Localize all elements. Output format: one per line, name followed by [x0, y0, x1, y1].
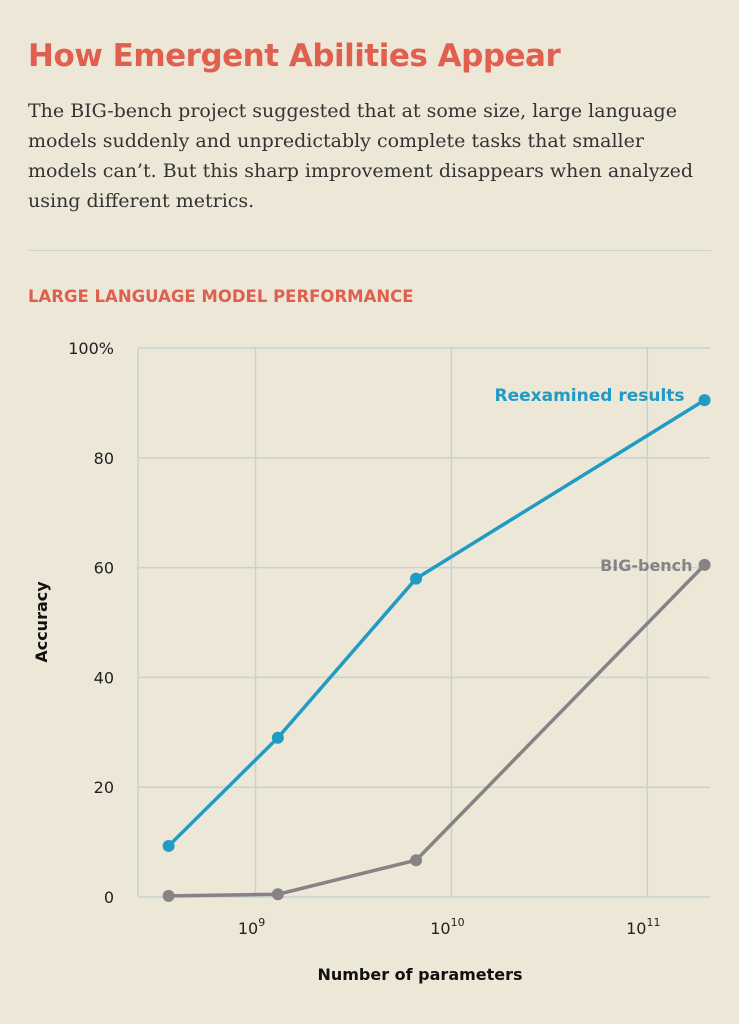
y-tick-label: 20 [94, 778, 114, 797]
axes: 0 20 40 60 80 100% 109 1010 1011 [68, 339, 660, 938]
data-point [271, 888, 284, 901]
x-axis-label: Number of parameters [317, 965, 522, 984]
chart-title: LARGE LANGUAGE MODEL PERFORMANCE [28, 287, 414, 306]
data-point [271, 731, 284, 744]
page-title: How Emergent Abilities Appear [28, 38, 561, 74]
series-label: BIG-bench [600, 556, 693, 575]
series: Reexamined results BIG-bench [162, 386, 711, 902]
data-point [698, 394, 711, 407]
series-label: Reexamined results [495, 386, 685, 406]
y-tick-label: 100% [68, 339, 114, 358]
x-tick-label: 1010 [430, 916, 464, 938]
data-point [410, 854, 423, 867]
data-point [162, 839, 175, 852]
data-point [698, 558, 711, 571]
x-tick-label: 1011 [626, 916, 660, 938]
data-point [162, 889, 175, 902]
y-tick-label: 40 [94, 668, 114, 687]
grid [137, 347, 710, 898]
divider [28, 250, 711, 251]
y-axis-label: Accuracy [32, 581, 51, 663]
y-tick-label: 80 [94, 449, 114, 468]
data-point [410, 572, 423, 585]
series-line [168, 563, 706, 898]
series-line [167, 398, 706, 848]
x-tick-label: 109 [238, 916, 265, 938]
description: The BIG-bench project suggested that at … [28, 100, 694, 212]
y-tick-label: 0 [104, 888, 114, 907]
y-tick-label: 60 [94, 559, 114, 578]
